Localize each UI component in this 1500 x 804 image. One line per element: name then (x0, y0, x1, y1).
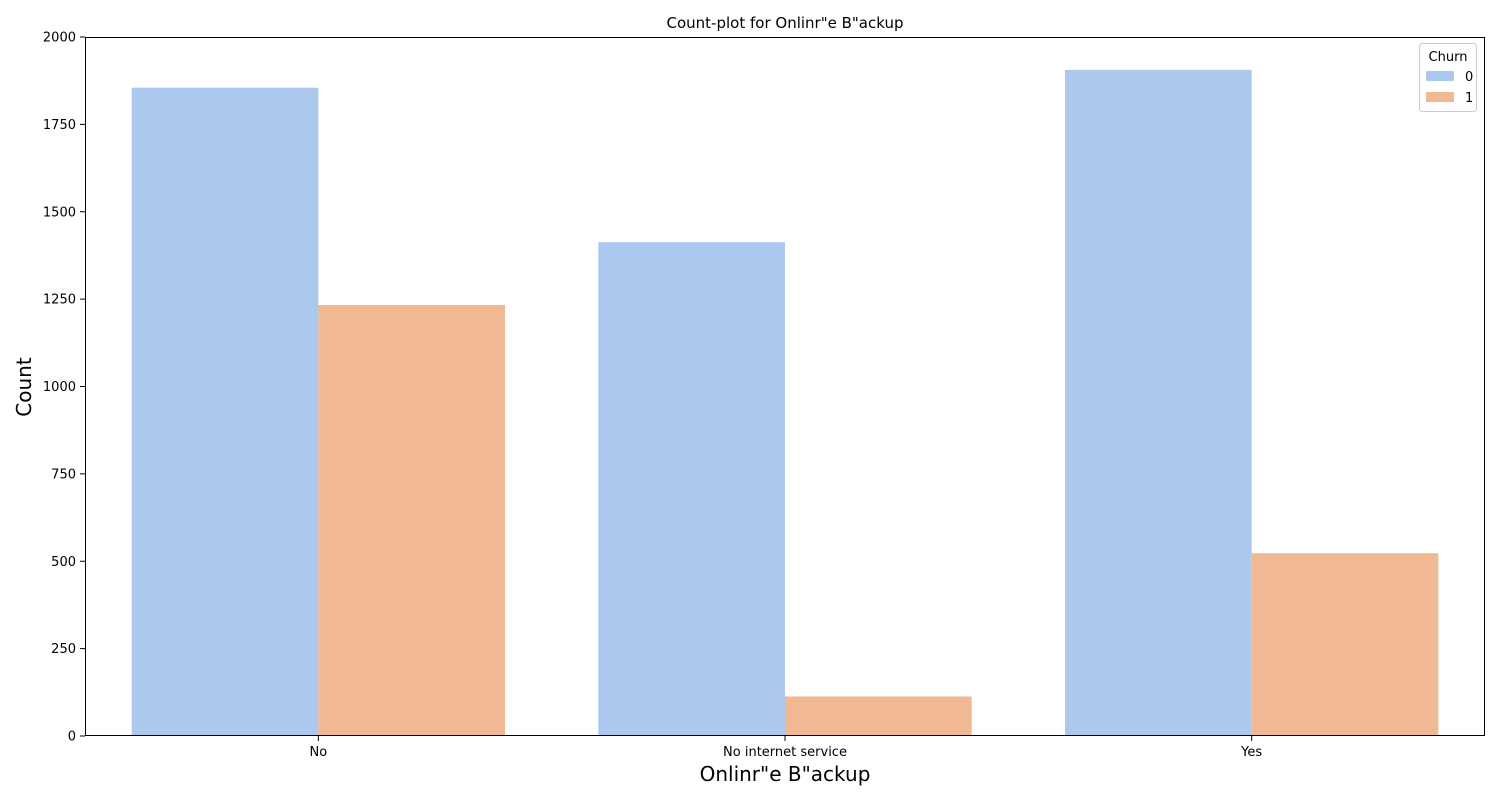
legend-label: 0 (1465, 70, 1473, 85)
bars-layer (131, 69, 1439, 737)
y-tick-label: 500 (51, 555, 76, 570)
x-axis-label: Onlinr"e B"ackup (700, 762, 871, 786)
x-axis-ticks: No No internet service Yes (309, 736, 1262, 760)
y-axis-label: Count (12, 357, 36, 417)
y-tick-label: 250 (51, 642, 76, 657)
y-tick-label: 1750 (43, 118, 76, 133)
bar (598, 242, 785, 736)
x-tick-label: No (309, 745, 327, 760)
x-tick-label: No internet service (723, 745, 847, 760)
bar (1065, 69, 1252, 736)
legend-title: Churn (1429, 50, 1468, 65)
y-tick-label: 0 (68, 730, 76, 745)
y-tick-label: 1000 (43, 380, 76, 395)
legend-items: 01 (1426, 70, 1473, 106)
y-tick-label: 1500 (43, 205, 76, 220)
bar (785, 696, 972, 736)
legend-swatch (1426, 92, 1454, 102)
y-tick-label: 1250 (43, 293, 76, 308)
legend: Churn 01 (1419, 43, 1477, 112)
bar (318, 305, 505, 736)
bar (131, 87, 319, 737)
plot-frame (85, 37, 1485, 736)
chart-title: Count-plot for Onlinr"e B"ackup (667, 14, 904, 32)
y-axis-ticks: 0 250 500 750 1000 1250 1500 1750 2000 (43, 31, 85, 745)
bar (1251, 553, 1439, 736)
y-tick-label: 2000 (43, 31, 76, 46)
legend-swatch (1426, 71, 1454, 81)
legend-label: 1 (1465, 91, 1473, 106)
y-tick-label: 750 (51, 467, 76, 482)
x-tick-label: Yes (1240, 745, 1262, 760)
